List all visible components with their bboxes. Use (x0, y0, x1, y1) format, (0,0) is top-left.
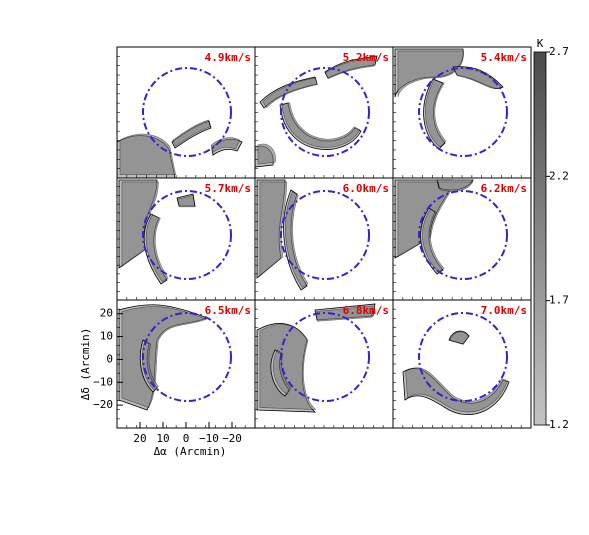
contour-inner (449, 331, 470, 345)
y-tick-label: −10 (93, 375, 113, 388)
velocity-label: 6.8km/s (343, 304, 389, 317)
reference-circle (418, 190, 508, 280)
contour-inner (259, 181, 288, 277)
x-tick-label: 20 (133, 432, 146, 445)
panel: 5.2km/s (254, 46, 394, 179)
velocity-label: 5.2km/s (343, 51, 389, 64)
contour-inner (273, 349, 291, 395)
velocity-label: 5.7km/s (205, 182, 251, 195)
x-tick-label: 10 (156, 432, 169, 445)
panel: 5.4km/s (392, 46, 532, 179)
reference-circle (280, 190, 370, 280)
contour-inner (422, 208, 445, 273)
contour-inner (145, 214, 169, 283)
contour-inner (177, 195, 196, 208)
contour-inner (315, 305, 374, 322)
panel: 6.8km/s (254, 299, 394, 429)
reference-circle (418, 67, 508, 157)
contour-inner (281, 102, 361, 148)
colorbar-tick-label: 2.7 (549, 45, 569, 58)
velocity-label: 5.4km/s (481, 51, 527, 64)
reference-circle (280, 312, 370, 402)
panel: 6.5km/s (116, 299, 256, 429)
colorbar-tick-label: 1.7 (549, 294, 569, 307)
y-tick-label: −20 (93, 398, 113, 411)
reference-circle (142, 67, 232, 157)
velocity-label: 6.5km/s (205, 304, 251, 317)
contour-inner (172, 119, 211, 147)
contour-inner (257, 143, 276, 165)
colorbar-label: K (537, 37, 544, 50)
contour-inner (119, 133, 177, 176)
contour-inner (453, 67, 503, 90)
reference-circle (280, 67, 370, 157)
panel: 6.2km/s (392, 177, 532, 301)
y-axis-label: Δδ (Arcmin) (79, 328, 92, 401)
contour-inner (437, 181, 474, 192)
contour-inner (262, 77, 318, 109)
y-tick-label: 10 (100, 330, 113, 343)
panel: 7.0km/s (392, 299, 532, 429)
contour-inner (324, 57, 376, 80)
velocity-label: 7.0km/s (481, 304, 527, 317)
velocity-label: 6.0km/s (343, 182, 389, 195)
panel: 6.0km/s (254, 177, 394, 301)
panel: 4.9km/s (116, 46, 256, 179)
y-tick-label: 0 (106, 352, 113, 365)
colorbar-tick-label: 1.2 (549, 418, 569, 431)
x-tick-label: −10 (199, 432, 219, 445)
reference-circle (142, 312, 232, 402)
contour-inner (210, 137, 241, 154)
x-tick-label: −20 (222, 432, 242, 445)
panel: 5.7km/s (116, 177, 256, 301)
reference-circle (142, 190, 232, 280)
colorbar (533, 51, 547, 426)
contour-inner (121, 306, 208, 408)
y-tick-label: 20 (100, 307, 113, 320)
reference-circle (418, 312, 508, 402)
velocity-label: 6.2km/s (481, 182, 527, 195)
x-tick-label: 0 (183, 432, 190, 445)
x-axis-label: Δα (Arcmin) (154, 445, 227, 458)
colorbar-tick-label: 2.2 (549, 169, 569, 182)
contour-inner (405, 367, 508, 413)
contour-inner (425, 79, 447, 148)
contour-inner (259, 324, 317, 410)
velocity-label: 4.9km/s (205, 51, 251, 64)
